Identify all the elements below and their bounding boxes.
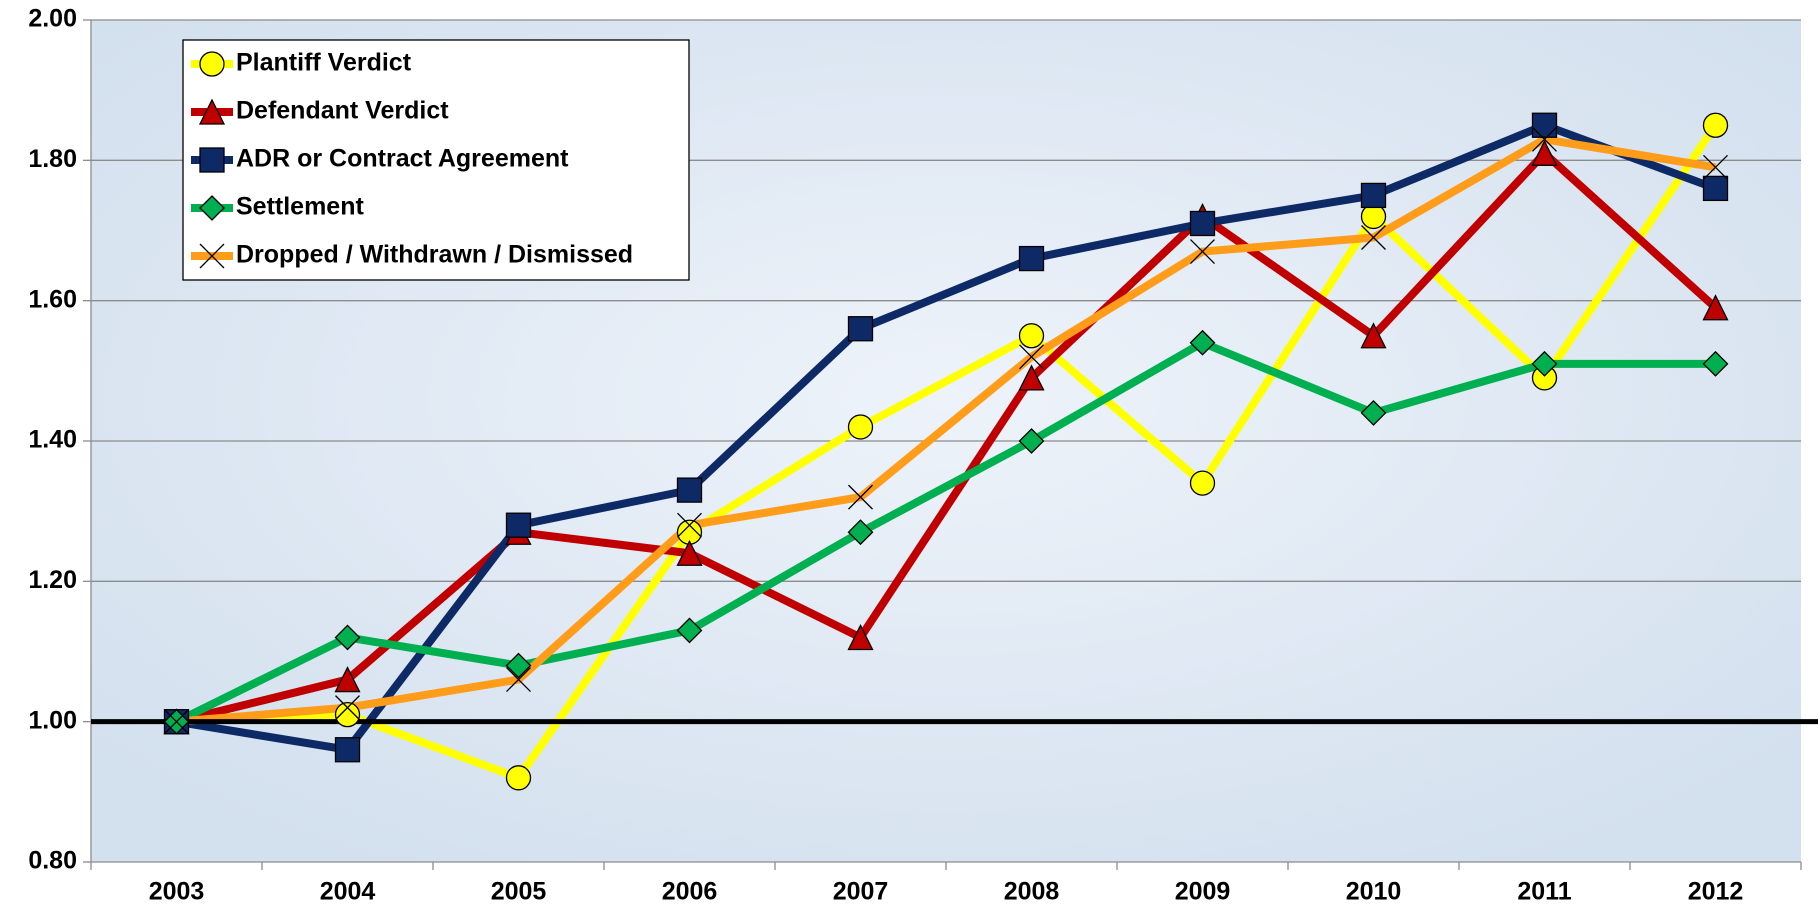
point-marker — [505, 765, 532, 791]
point-marker — [1702, 294, 1729, 321]
legend-label: ADR or Contract Agreement — [236, 145, 569, 173]
legend-label: Defendant Verdict — [236, 97, 449, 125]
point-marker — [848, 484, 873, 510]
point-marker — [847, 624, 874, 651]
x-tick-label: 2003 — [149, 878, 205, 906]
y-tick-label: 1.40 — [28, 426, 77, 454]
point-marker — [334, 702, 361, 728]
point-marker — [1702, 350, 1729, 377]
point-marker — [1531, 350, 1558, 377]
series-line — [175, 121, 1717, 754]
point-marker — [676, 617, 703, 644]
legend-marker — [199, 51, 225, 77]
point-marker — [1703, 154, 1728, 180]
legend-marker — [199, 243, 225, 269]
point-marker — [1189, 210, 1216, 237]
point-marker — [1360, 400, 1387, 426]
y-tick-label: 1.20 — [28, 566, 77, 594]
y-tick-label: 2.00 — [28, 5, 77, 33]
point-marker — [505, 512, 532, 538]
x-tick-label: 2010 — [1346, 878, 1402, 906]
series-line — [175, 149, 1719, 726]
legend-marker — [199, 147, 225, 173]
point-marker — [1018, 323, 1045, 349]
y-tick-label: 1.80 — [28, 145, 77, 173]
point-marker — [334, 737, 361, 763]
point-marker — [847, 414, 874, 440]
legend-label: Dropped / Withdrawn / Dismissed — [236, 241, 633, 269]
point-marker — [1360, 182, 1387, 209]
point-marker — [677, 512, 702, 538]
point-marker — [1018, 364, 1045, 391]
x-tick-label: 2006 — [662, 878, 718, 906]
series-line — [176, 135, 1717, 726]
x-tick-label: 2009 — [1175, 878, 1231, 906]
point-marker — [1189, 329, 1216, 356]
point-marker — [847, 519, 874, 546]
point-marker — [164, 709, 189, 735]
legend-label: Plantiff Verdict — [236, 49, 412, 77]
legend-box — [182, 39, 690, 281]
point-marker — [506, 667, 531, 693]
point-marker — [505, 652, 532, 679]
x-tick-label: 2007 — [833, 878, 889, 906]
point-marker — [1702, 112, 1729, 138]
y-tick-label: 1.60 — [28, 285, 77, 313]
point-marker — [1532, 126, 1557, 152]
point-marker — [1019, 344, 1044, 370]
legend-marker — [198, 98, 226, 125]
y-tick-label: 1.00 — [28, 706, 77, 734]
x-tick-label: 2004 — [320, 878, 376, 906]
point-marker — [847, 316, 874, 342]
point-marker — [1018, 428, 1045, 454]
x-tick-label: 2005 — [491, 878, 547, 906]
x-tick-label: 2008 — [1004, 878, 1060, 906]
series-line — [176, 123, 1719, 782]
point-marker — [1531, 139, 1558, 166]
point-marker — [1531, 112, 1558, 138]
point-marker — [1018, 245, 1045, 272]
point-marker — [334, 666, 361, 693]
series-line — [174, 338, 1716, 726]
point-marker — [334, 624, 361, 651]
x-tick-label: 2011 — [1517, 878, 1571, 906]
point-marker — [676, 477, 703, 503]
point-marker — [1361, 225, 1386, 250]
y-tick-label: 0.80 — [28, 847, 77, 875]
point-marker — [1360, 322, 1387, 349]
point-marker — [335, 695, 360, 721]
point-marker — [1189, 470, 1216, 496]
point-marker — [676, 539, 703, 566]
legend-label: Settlement — [236, 193, 364, 221]
x-tick-label: 2012 — [1688, 878, 1744, 906]
legend-marker — [199, 195, 225, 221]
point-marker — [1190, 239, 1215, 265]
point-marker — [1702, 175, 1729, 202]
